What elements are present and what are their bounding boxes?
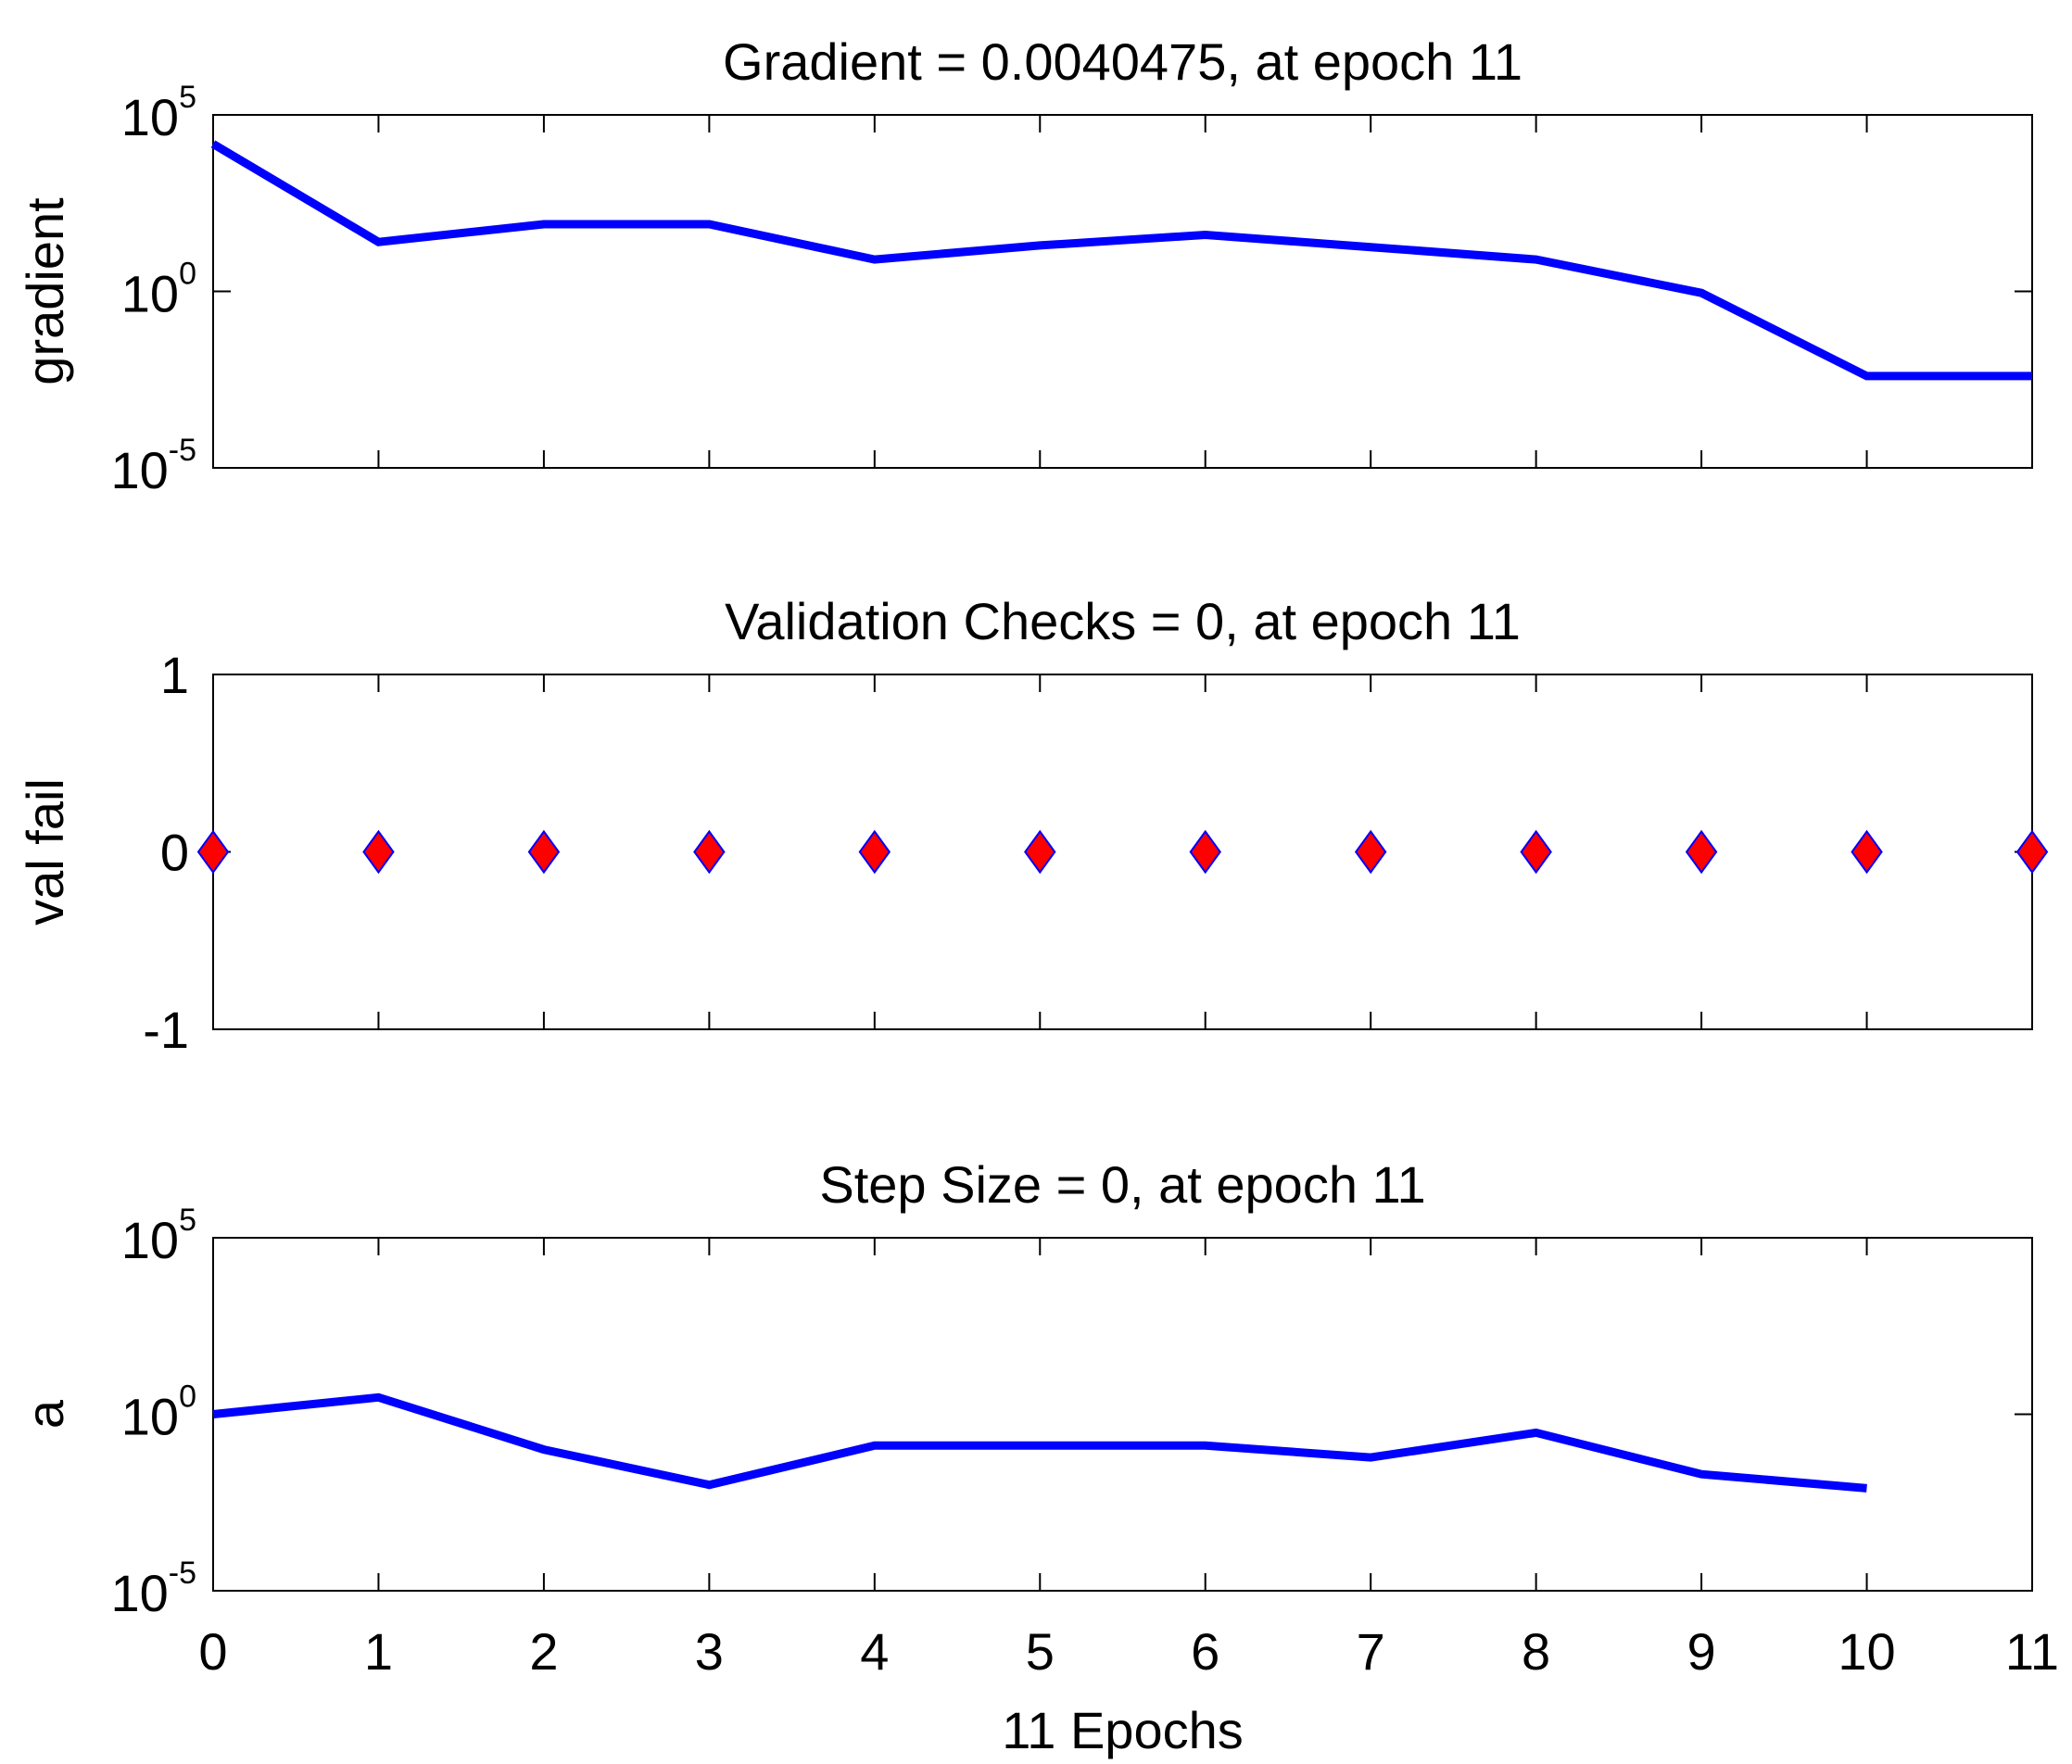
y-tick-label: 105 [121,80,196,146]
val-fail-marker [1851,829,1883,875]
x-tick-label: 4 [860,1622,889,1681]
panel-1-title: Gradient = 0.0040475, at epoch 11 [723,32,1522,91]
x-tick-label: 6 [1191,1622,1219,1681]
x-axis-label: 11 Epochs [1002,1701,1243,1759]
x-tick-label: 8 [1522,1622,1550,1681]
x-tick-label: 0 [198,1622,227,1681]
panel-2: Validation Checks = 0, at epoch 11 val fa… [16,592,2049,1059]
x-tick-label: 10 [1838,1622,1895,1681]
panel-3-title: Step Size = 0, at epoch 11 [819,1155,1425,1214]
y-tick-label: -1 [143,1001,189,1059]
val-fail-marker [1685,829,1718,875]
x-tick-label: 3 [695,1622,724,1681]
x-tick-label: 1 [364,1622,393,1681]
val-fail-marker [1520,829,1552,875]
y-tick-label: 0 [160,824,189,882]
x-tick-label: 9 [1687,1622,1716,1681]
x-tick-label: 7 [1357,1622,1385,1681]
panel-2-axes [212,674,2033,1030]
val-fail-marker [693,829,726,875]
panel-1-axes [212,114,2033,469]
x-tick-label: 2 [529,1622,558,1681]
val-fail-marker [1189,829,1221,875]
y-tick-label: 100 [121,257,196,323]
panel-3-axes [212,1237,2033,1592]
val-fail-marker [527,829,561,875]
y-tick-label: 10-5 [110,433,196,499]
panel-2-ylabel: val fail [16,778,74,926]
panel-1: Gradient = 0.0040475, at epoch 11 gradien… [16,32,2033,499]
y-tick-label: 100 [121,1380,196,1446]
val-fail-marker [2015,829,2049,875]
y-tick-label: 10-5 [110,1556,196,1622]
panel-3-series-line [212,1392,1867,1493]
y-tick-label: 105 [121,1203,196,1269]
panel-2-title: Validation Checks = 0, at epoch 11 [725,592,1521,650]
val-fail-marker [1024,829,1056,875]
x-tick-label: 5 [1026,1622,1055,1681]
panel-3-ylabel: a [16,1399,74,1429]
val-fail-marker [196,829,230,875]
panel-1-series-line [210,140,2032,381]
x-tick-label: 11 [2005,1622,2059,1681]
panel-1-ylabel: gradient [16,197,74,385]
y-tick-label: 1 [160,646,189,704]
val-fail-marker [858,829,891,875]
val-fail-marker [362,829,395,875]
val-fail-marker [1354,829,1387,875]
